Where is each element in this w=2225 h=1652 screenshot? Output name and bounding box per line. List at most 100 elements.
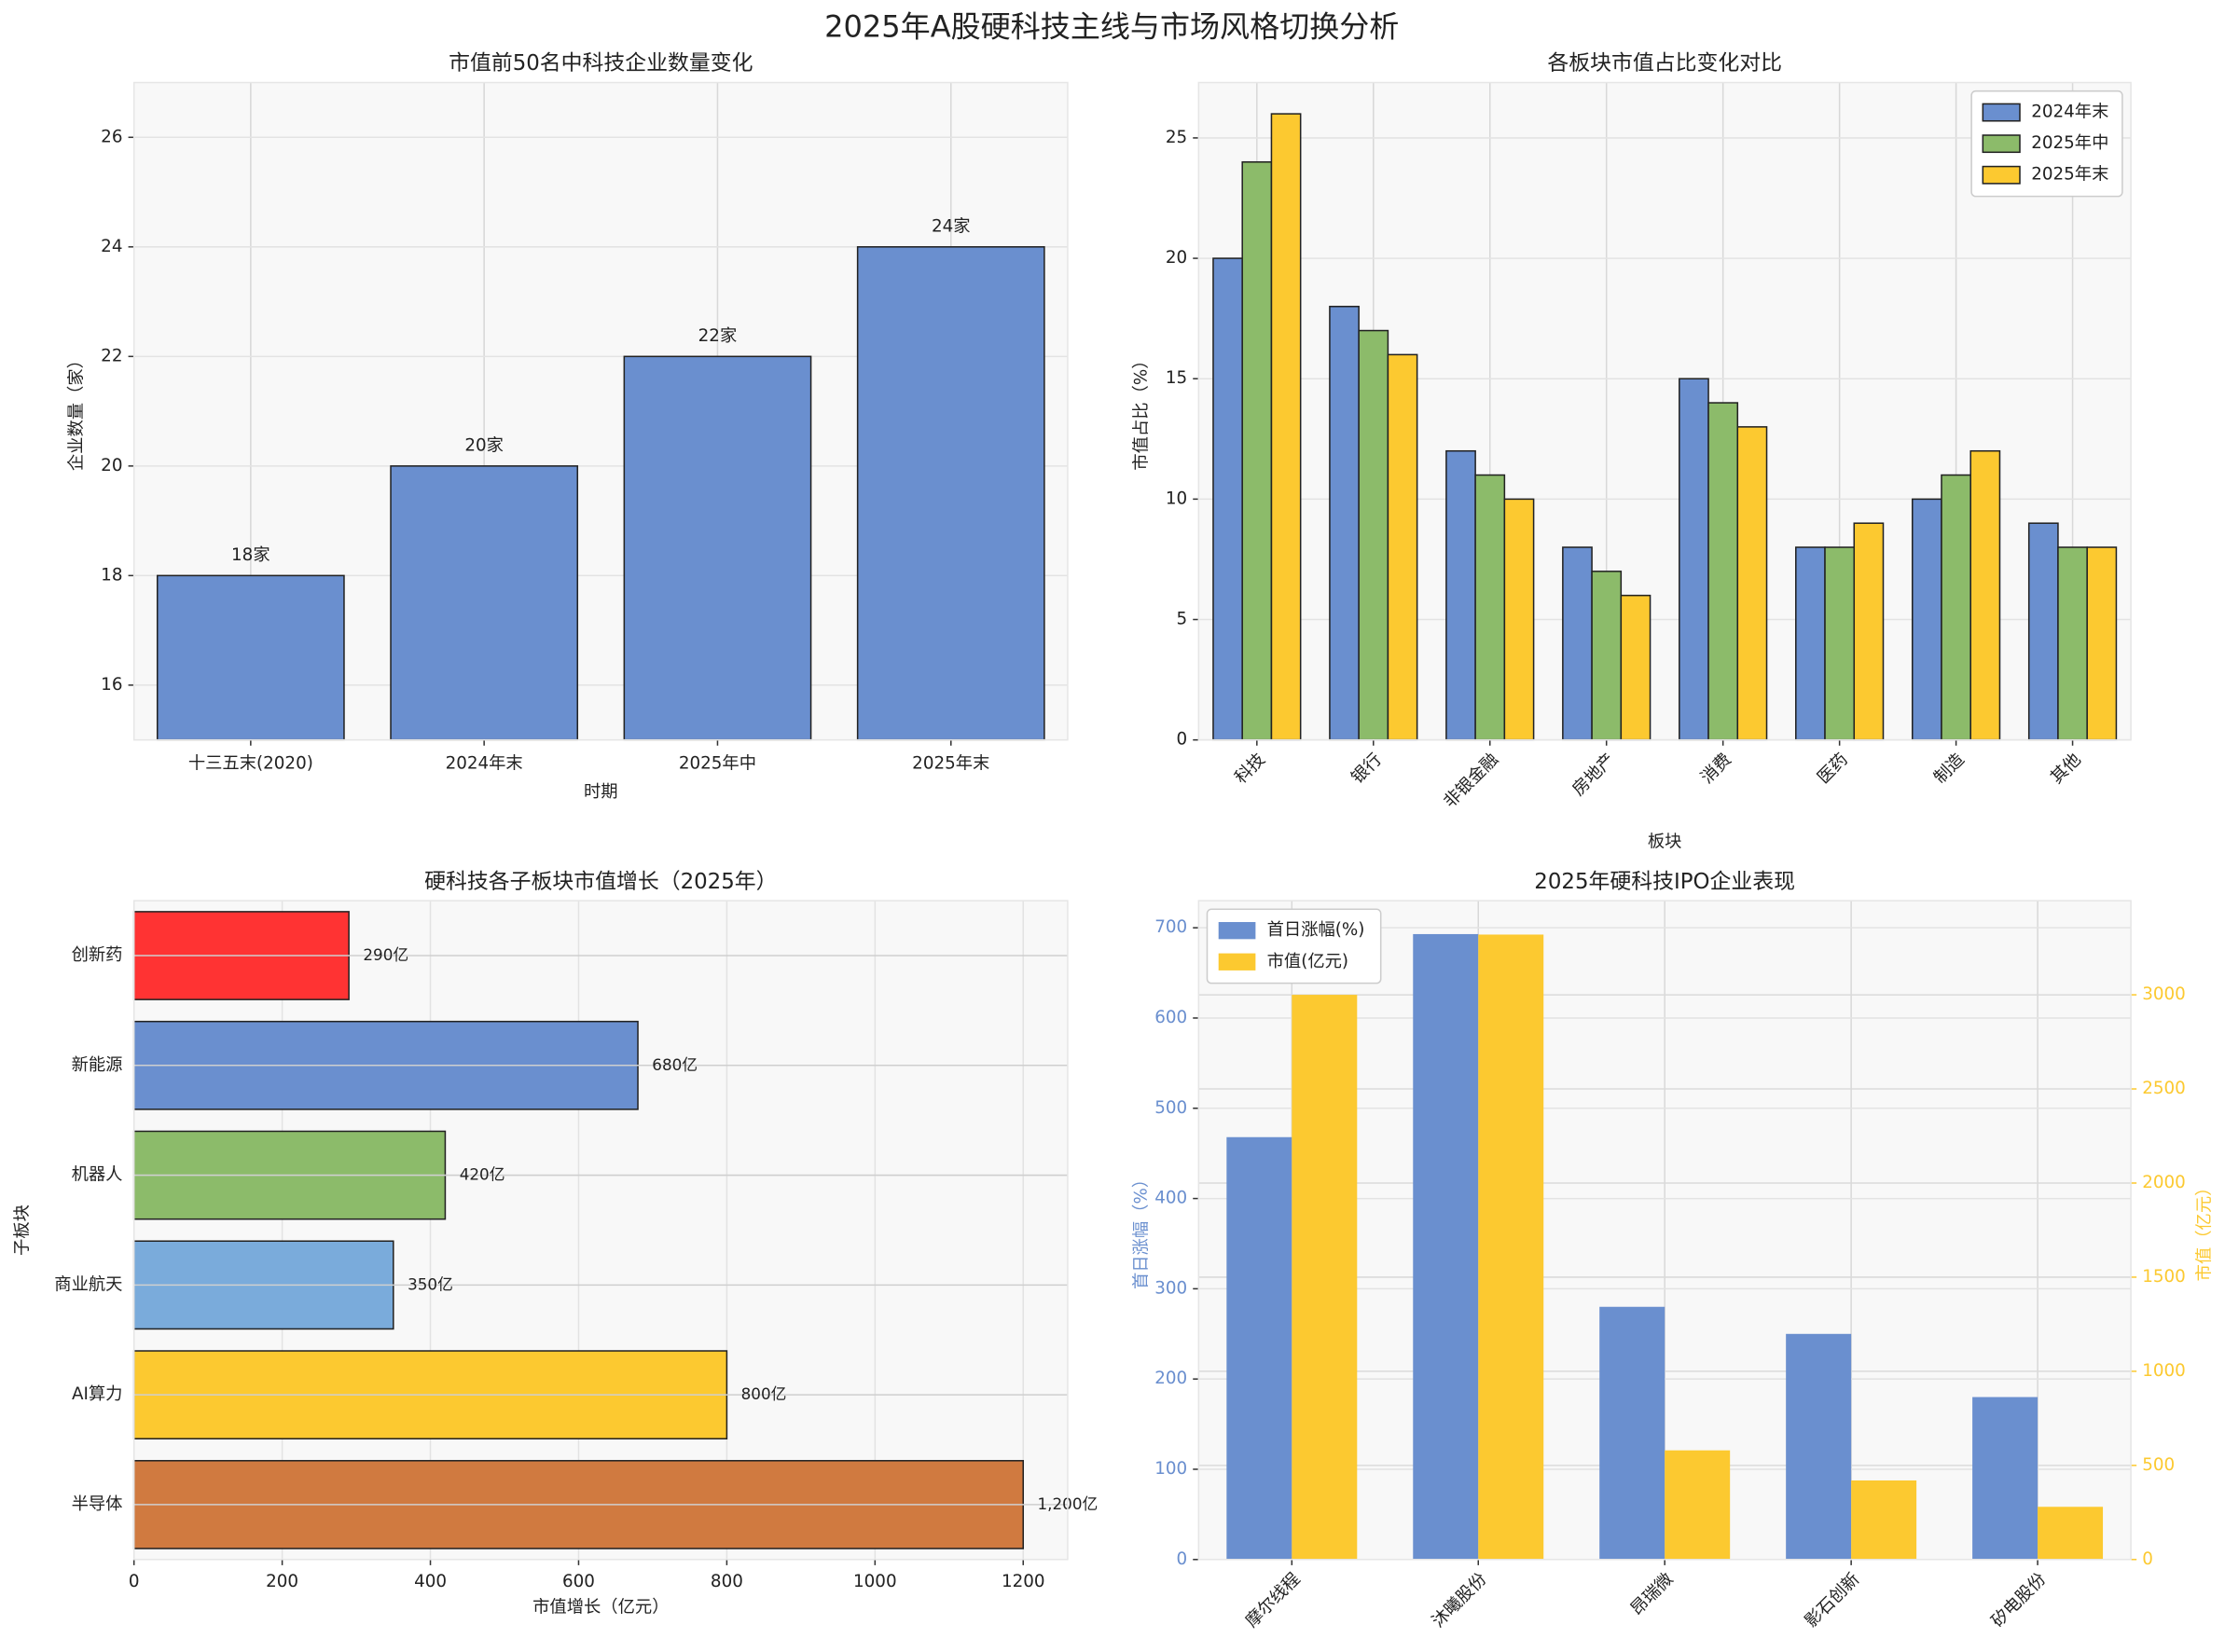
chart-title: 各板块市值占比变化对比 xyxy=(1547,51,1782,76)
bar xyxy=(1474,474,1506,741)
y2-tick-label: 0 xyxy=(2142,1549,2153,1569)
y-tick-label: 0 xyxy=(1176,1549,1187,1569)
x-tick-label: 800 xyxy=(711,1572,743,1591)
y2-tick-label: 500 xyxy=(2142,1455,2175,1475)
bar xyxy=(1599,1306,1665,1560)
x-tick-label: 影石创新 xyxy=(1802,1569,1864,1631)
y-tick-label: 新能源 xyxy=(72,1055,123,1075)
y2-tick-label: 1500 xyxy=(2142,1267,2186,1287)
y2-tick-label: 1000 xyxy=(2142,1361,2186,1381)
bar xyxy=(1478,934,1544,1560)
bar xyxy=(856,246,1045,741)
x-tick-label: 400 xyxy=(414,1572,447,1591)
bar xyxy=(1795,546,1826,741)
plot-frame xyxy=(1197,900,2132,1561)
y-tick-label: 0 xyxy=(1176,730,1187,750)
y-axis-label: 子板块 xyxy=(13,1205,33,1256)
y-tick-label: 25 xyxy=(1166,128,1187,147)
y-axis-label: 企业数量（家） xyxy=(67,351,87,471)
x-tick-label: 科技 xyxy=(1231,750,1269,788)
x-tick-label: 1200 xyxy=(1002,1572,1045,1591)
bar xyxy=(1212,257,1243,741)
bar xyxy=(1969,449,2001,741)
plot-frame xyxy=(1197,81,2132,741)
bar xyxy=(1941,474,1971,741)
x-tick-label: 200 xyxy=(266,1572,298,1591)
x-tick-label: 沐曦股份 xyxy=(1429,1569,1491,1631)
x-tick-label: 摩尔线程 xyxy=(1242,1569,1305,1631)
value-label: 800亿 xyxy=(741,1384,787,1403)
value-label: 18家 xyxy=(231,545,270,565)
y-tick-label: 400 xyxy=(1154,1189,1187,1208)
y-tick-label: 700 xyxy=(1154,917,1187,937)
x-axis-label: 时期 xyxy=(584,782,618,802)
bar xyxy=(1851,1480,1917,1560)
y-tick-label: 16 xyxy=(101,675,122,695)
bar xyxy=(1503,498,1535,741)
x-tick-label: 0 xyxy=(129,1572,140,1591)
y2-tick-label: 2500 xyxy=(2142,1079,2186,1098)
y-tick-label: 创新药 xyxy=(72,945,123,965)
x-tick-label: 2024年末 xyxy=(446,754,523,774)
x-tick-label: 600 xyxy=(562,1572,595,1591)
value-label: 20家 xyxy=(464,435,504,455)
bar xyxy=(1786,1333,1852,1560)
bar xyxy=(1413,933,1479,1560)
bar xyxy=(1387,353,1418,741)
bar xyxy=(623,355,812,741)
y-tick-label: 20 xyxy=(1166,248,1187,268)
bar xyxy=(1562,546,1593,741)
y-tick-label: 22 xyxy=(101,346,122,365)
x-tick-label: 非银金融 xyxy=(1440,750,1502,812)
y-tick-label: 机器人 xyxy=(72,1165,123,1185)
bar xyxy=(1620,594,1651,741)
value-label: 22家 xyxy=(698,326,738,346)
value-label: 24家 xyxy=(932,216,971,236)
bar xyxy=(1329,305,1360,741)
value-label: 350亿 xyxy=(408,1274,453,1293)
y-tick-label: 100 xyxy=(1154,1459,1187,1479)
x-tick-label: 2025年中 xyxy=(679,754,756,774)
bar xyxy=(1591,571,1623,741)
y-tick-label: 600 xyxy=(1154,1008,1187,1027)
bar xyxy=(2038,1507,2104,1560)
legend-label: 首日涨幅(%) xyxy=(1267,920,1365,940)
x-tick-label: 十三五末(2020) xyxy=(188,754,313,774)
legend-swatch xyxy=(1982,134,2021,154)
plot-frame xyxy=(132,900,1069,1561)
x-tick-label: 1000 xyxy=(853,1572,897,1591)
x-tick-label: 银行 xyxy=(1347,750,1386,788)
bar xyxy=(1241,160,1273,741)
bar xyxy=(1972,1397,2038,1560)
value-label: 680亿 xyxy=(652,1055,698,1074)
chart-title: 2025年硬科技IPO企业表现 xyxy=(1534,870,1795,894)
bar xyxy=(1226,1136,1292,1560)
bar xyxy=(1824,546,1856,741)
bar xyxy=(1911,498,1942,741)
x-tick-label: 矽电股份 xyxy=(1988,1569,2051,1631)
y-tick-label: 26 xyxy=(101,127,122,146)
value-label: 290亿 xyxy=(363,945,408,964)
bar xyxy=(1679,378,1709,741)
bar xyxy=(2027,522,2059,741)
y-tick-label: 10 xyxy=(1166,489,1187,508)
y-axis-label: 市值占比（%） xyxy=(1131,352,1151,471)
y-tick-label: 24 xyxy=(101,237,122,256)
x-tick-label: 2025年末 xyxy=(912,754,989,774)
y-tick-label: 商业航天 xyxy=(54,1274,122,1294)
x-tick-label: 消费 xyxy=(1697,750,1735,788)
y-tick-label: 15 xyxy=(1166,368,1187,388)
chart-title: 市值前50名中科技企业数量变化 xyxy=(449,51,753,76)
legend-swatch xyxy=(1982,165,2021,185)
x-tick-label: 医药 xyxy=(1814,750,1852,788)
y-tick-label: 半导体 xyxy=(72,1494,123,1514)
y-tick-label: 300 xyxy=(1154,1278,1187,1298)
y-tick-label: AI算力 xyxy=(72,1384,123,1404)
y-tick-label: 18 xyxy=(101,565,122,585)
y-tick-label: 5 xyxy=(1176,610,1187,629)
x-tick-label: 制造 xyxy=(1930,750,1969,788)
y-tick-label: 500 xyxy=(1154,1098,1187,1118)
legend-swatch xyxy=(1218,922,1256,940)
bar xyxy=(1358,329,1389,741)
